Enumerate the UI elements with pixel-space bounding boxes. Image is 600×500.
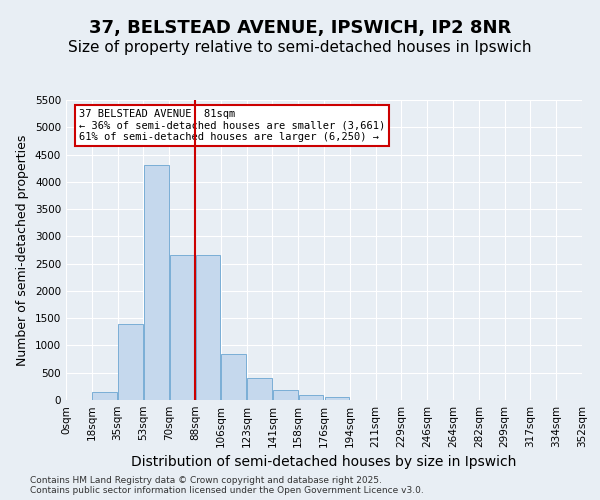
Bar — [221, 354, 246, 400]
Text: Contains HM Land Registry data © Crown copyright and database right 2025.
Contai: Contains HM Land Registry data © Crown c… — [30, 476, 424, 495]
X-axis label: Distribution of semi-detached houses by size in Ipswich: Distribution of semi-detached houses by … — [131, 456, 517, 469]
Bar — [92, 392, 117, 400]
Bar — [299, 395, 323, 400]
Bar — [144, 166, 169, 400]
Text: Size of property relative to semi-detached houses in Ipswich: Size of property relative to semi-detach… — [68, 40, 532, 55]
Bar — [170, 256, 194, 400]
Text: 37 BELSTEAD AVENUE: 81sqm
← 36% of semi-detached houses are smaller (3,661)
61% : 37 BELSTEAD AVENUE: 81sqm ← 36% of semi-… — [79, 109, 385, 142]
Y-axis label: Number of semi-detached properties: Number of semi-detached properties — [16, 134, 29, 366]
Bar — [196, 256, 220, 400]
Bar — [118, 324, 143, 400]
Bar — [273, 390, 298, 400]
Bar — [325, 398, 349, 400]
Text: 37, BELSTEAD AVENUE, IPSWICH, IP2 8NR: 37, BELSTEAD AVENUE, IPSWICH, IP2 8NR — [89, 20, 511, 38]
Bar — [247, 378, 272, 400]
